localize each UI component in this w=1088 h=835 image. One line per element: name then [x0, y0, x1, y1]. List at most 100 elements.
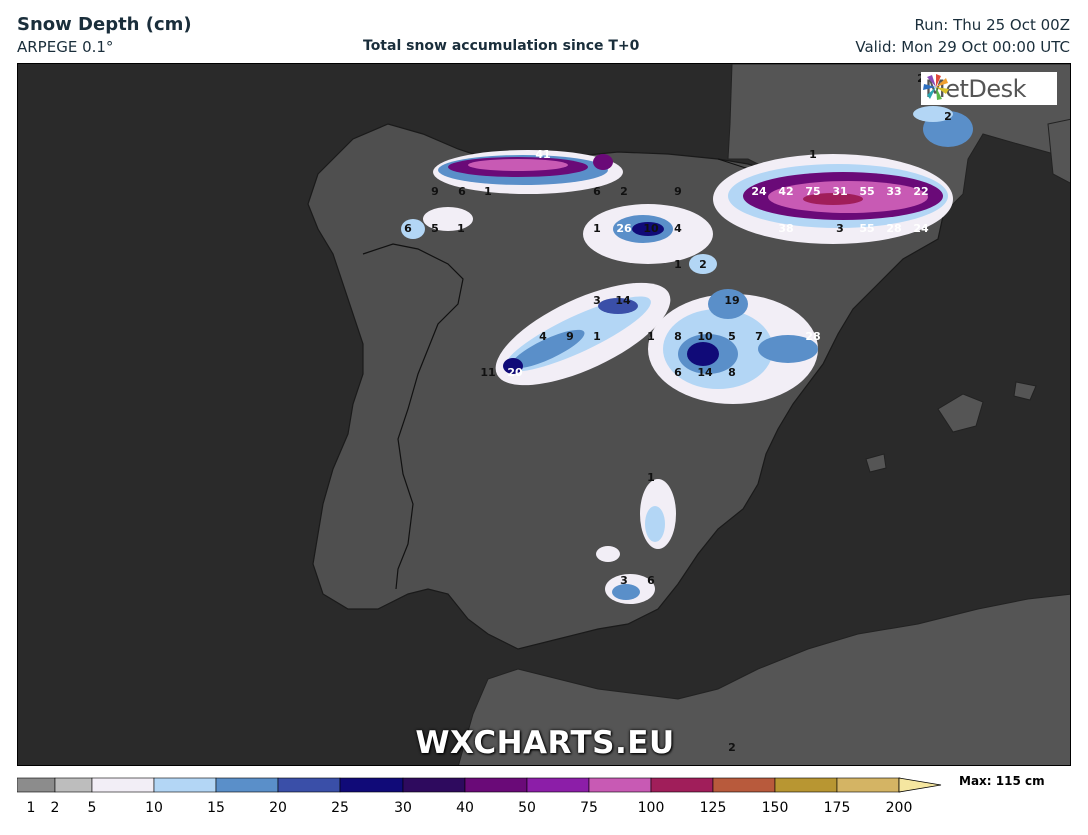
map-value-label: 3 [620, 574, 628, 587]
snow-patch [401, 219, 425, 239]
colorbar-swatch [526, 777, 590, 793]
map-value-label: 1 [647, 471, 655, 484]
colorbar-tick-label: 200 [885, 800, 913, 816]
colorbar-swatch [277, 777, 341, 793]
colorbar-swatch [153, 777, 217, 793]
snow-patch [593, 154, 613, 170]
map-value-label: 1 [484, 185, 492, 198]
map-value-label: 14 [697, 366, 713, 379]
colorbar-swatch [588, 777, 652, 793]
snow-patch [632, 222, 664, 236]
colorbar-swatch [774, 777, 838, 793]
map-value-label: 42 [778, 185, 793, 198]
colorbar-tick-label: 5 [87, 800, 97, 816]
map-value-label: 41 [535, 148, 550, 161]
map-value-label: 28 [805, 330, 820, 343]
colorbar-tick-label: 40 [456, 800, 474, 816]
map-value-label: 1 [647, 330, 655, 343]
map-value-label: 6 [647, 574, 655, 587]
map-value-label: 2 [944, 110, 952, 123]
snow-patch [645, 506, 665, 542]
snow-patch [511, 329, 585, 369]
map-value-label: 75 [805, 185, 820, 198]
run-time: Run: Thu 25 Oct 00Z [914, 16, 1070, 34]
wxcharts-watermark: WXCHARTS.EU [415, 725, 675, 761]
map-panel: 41 9 6 1 6 2 9 6 5 1 1 26 10 4 1 2 3 14 19 4 9 1 1 8 10 5 7 28 11 20 6… [17, 63, 1071, 766]
map-value-label: 14 [615, 294, 631, 307]
map-value-label: 2 [699, 258, 707, 271]
border-portugal [362, 243, 464, 590]
colorbar-swatch [650, 777, 714, 793]
max-value-label: Max: 115 cm [959, 774, 1045, 788]
colorbar-tick-label: 175 [823, 800, 851, 816]
colorbar-tick-label: 100 [637, 800, 665, 816]
colorbar-swatch [54, 777, 93, 793]
map-value-label: 10 [697, 330, 713, 343]
map-value-label: 1 [593, 330, 601, 343]
map-value-label: 6 [674, 366, 682, 379]
colorbar-swatch [91, 777, 155, 793]
colorbar-swatch [339, 777, 404, 793]
map-value-label: 4 [674, 222, 682, 235]
land-menorca [1013, 381, 1037, 401]
land-ibiza [865, 453, 887, 473]
snow-patch [758, 335, 818, 363]
colorbar-swatch [712, 777, 776, 793]
model-label: ARPEGE 0.1° [17, 38, 114, 56]
map-value-label: 5 [431, 222, 439, 235]
colorbar-tick-label: 20 [269, 800, 287, 816]
map-value-label: 5 [728, 330, 736, 343]
map-value-label: 6 [458, 185, 466, 198]
colorbar-tick-label: 125 [699, 800, 727, 816]
map-value-label: 1 [809, 148, 817, 161]
map-value-label: 8 [728, 366, 736, 379]
colorbar-swatch [215, 777, 279, 793]
colorbar-swatch [464, 777, 528, 793]
snow-patch [689, 254, 717, 274]
map-value-label: 24 [913, 222, 929, 235]
colorbar-tick-label: 15 [207, 800, 225, 816]
map-value-label: 55 [859, 185, 874, 198]
snow-patch [612, 584, 640, 600]
map-value-label: 24 [751, 185, 767, 198]
metdesk-pinwheel-icon [923, 74, 949, 100]
map-value-label: 9 [674, 185, 682, 198]
map-value-label: 1 [457, 222, 465, 235]
snow-patch [708, 289, 748, 319]
map-value-label: 9 [566, 330, 574, 343]
snow-patches [401, 106, 973, 604]
map-value-label: 55 [859, 222, 874, 235]
map-value-label: 2 [620, 185, 628, 198]
map-value-label: 11 [480, 366, 495, 379]
snow-patch [913, 106, 953, 122]
colorbar [17, 777, 942, 793]
snow-patch [423, 207, 473, 231]
map-value-label: 38 [778, 222, 793, 235]
chart-title: Snow Depth (cm) [17, 14, 192, 35]
colorbar-tick-label: 50 [518, 800, 536, 816]
land-africa [458, 593, 1070, 765]
colorbar-tick-label: 25 [331, 800, 349, 816]
chart-subtitle: Total snow accumulation since T+0 [363, 38, 640, 54]
colorbar-tick-label: 2 [50, 800, 60, 816]
snow-patch [468, 159, 568, 171]
map-value-label: 26 [616, 222, 632, 235]
map-value-label: 1 [593, 222, 601, 235]
land-iberia [307, 123, 944, 650]
colorbar-tick-label: 30 [394, 800, 412, 816]
map-value-label: 9 [431, 185, 439, 198]
snow-patch [687, 342, 719, 366]
colorbar-swatch [17, 777, 56, 793]
map-value-label: 6 [593, 185, 601, 198]
map-value-label: 8 [674, 330, 682, 343]
map-value-label: 31 [832, 185, 847, 198]
map-value-label: 6 [404, 222, 412, 235]
map-value-label: 2 [728, 741, 736, 754]
map-value-label: 28 [886, 222, 901, 235]
colorbar-swatch [836, 777, 900, 793]
colorbar-tick-label: 10 [145, 800, 163, 816]
valid-time: Valid: Mon 29 Oct 00:00 UTC [855, 38, 1070, 56]
map-value-label: 10 [643, 222, 659, 235]
